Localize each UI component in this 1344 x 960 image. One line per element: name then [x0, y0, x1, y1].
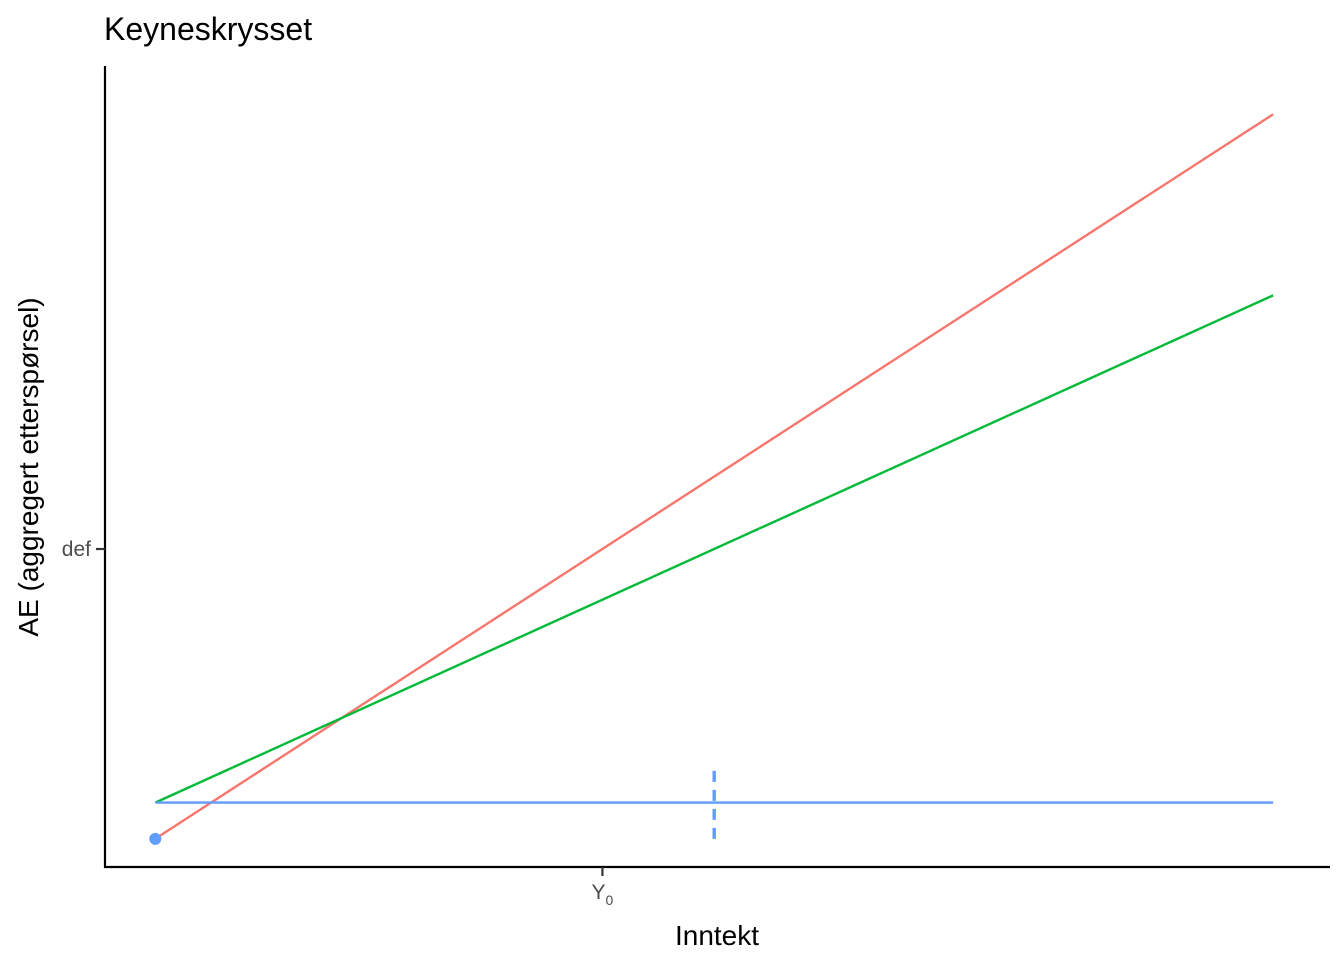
y-axis-title: AE (aggregert etterspørsel) [13, 297, 44, 636]
axis-ticks: Y0 def [62, 538, 614, 908]
series-line-1 [154, 113, 1274, 840]
y-tick-label-1: def [62, 538, 91, 561]
plot-marks [149, 113, 1274, 845]
chart-title: Keyneskrysset [104, 11, 312, 47]
x-axis-title: Inntekt [675, 920, 759, 951]
x-tick-label-1: Y0 [592, 881, 614, 908]
series-line-2 [154, 294, 1274, 804]
data-point-1 [149, 832, 162, 845]
